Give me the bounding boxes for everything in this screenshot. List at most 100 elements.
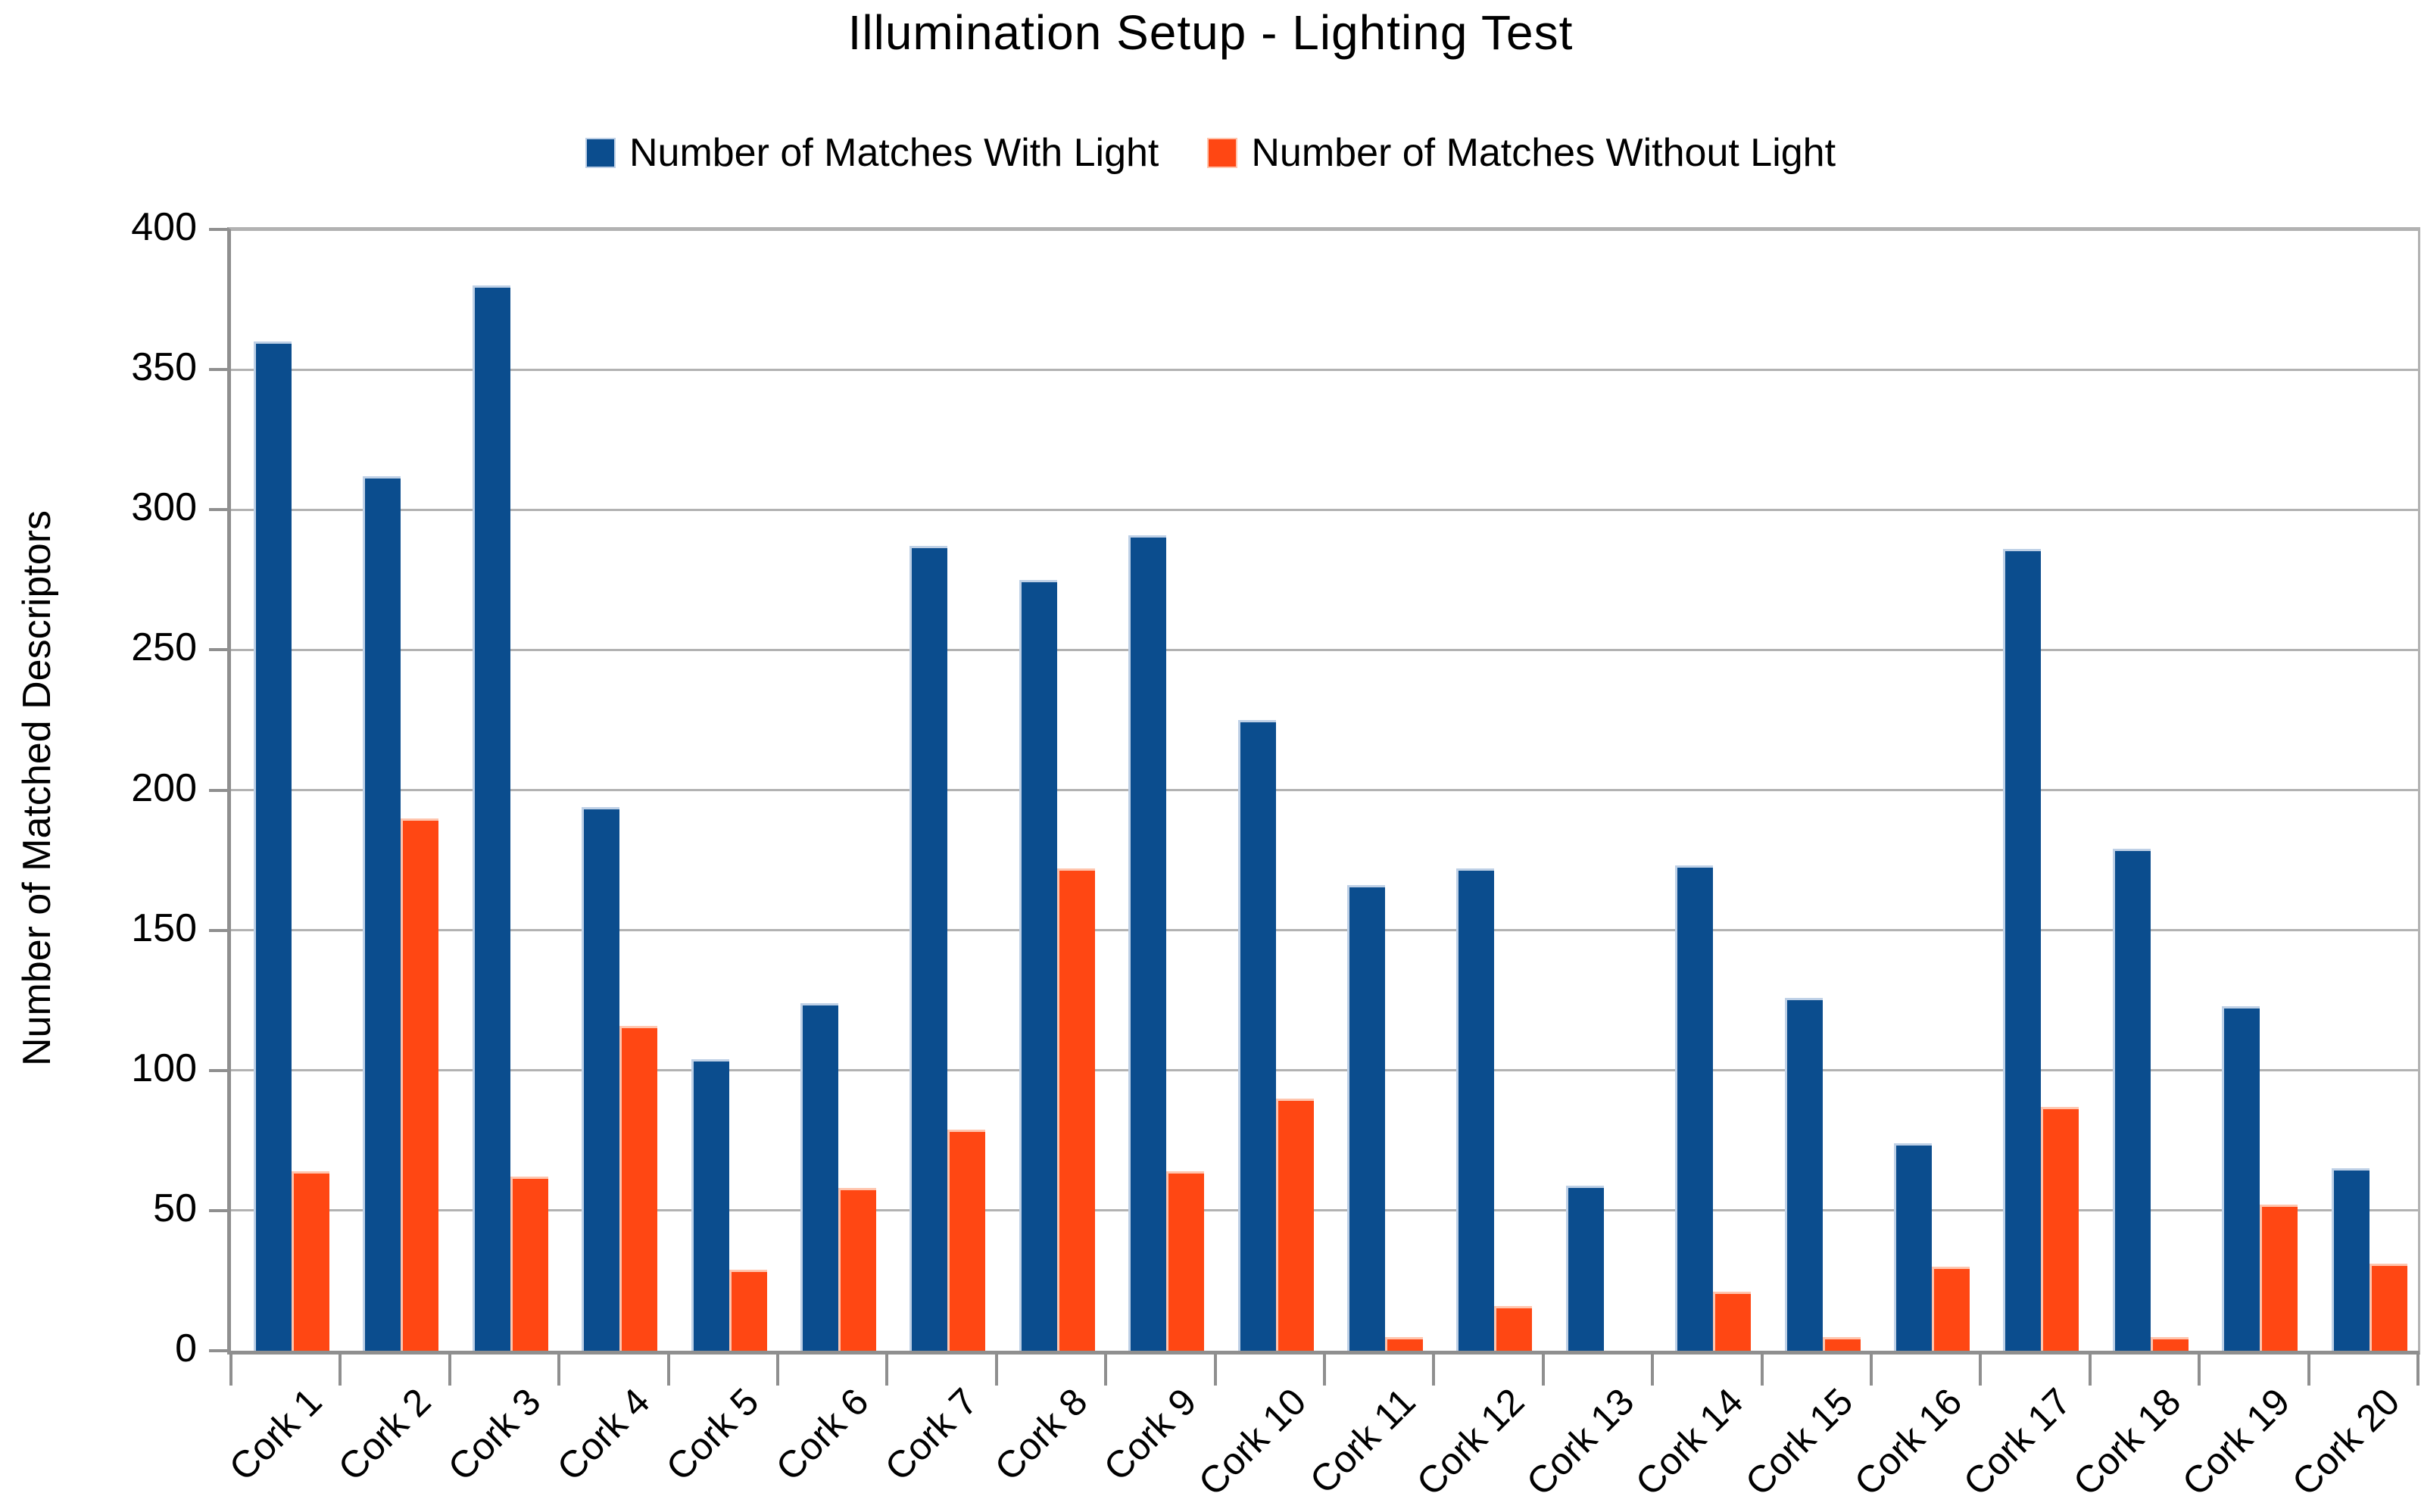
x-tick-15 <box>1870 1351 1873 1386</box>
gridline-50 <box>231 1209 2418 1212</box>
bar-with-light-cork-4 <box>582 806 620 1351</box>
y-tick-label-100: 100 <box>131 1046 197 1090</box>
bar-without-light-cork-7 <box>947 1129 986 1351</box>
x-label-cork-7: Cork 7 <box>876 1380 986 1489</box>
x-tick-3 <box>557 1351 561 1386</box>
gridline-250 <box>231 648 2418 651</box>
plot-area <box>209 227 2420 1386</box>
bar-with-light-cork-9 <box>1128 535 1167 1351</box>
x-tick-7 <box>994 1351 998 1386</box>
x-tick-19 <box>2307 1351 2310 1386</box>
bar-without-light-cork-10 <box>1275 1098 1314 1351</box>
bar-without-light-cork-3 <box>510 1177 548 1351</box>
gridline-400 <box>231 228 2418 231</box>
bar-with-light-cork-1 <box>254 341 292 1351</box>
bar-with-light-cork-14 <box>1675 865 1714 1351</box>
bar-without-light-cork-11 <box>1385 1336 1423 1351</box>
bar-without-light-cork-16 <box>1932 1266 1970 1351</box>
y-tick-label-300: 300 <box>131 485 197 530</box>
x-tick-2 <box>448 1351 451 1386</box>
bar-with-light-cork-10 <box>1237 719 1276 1351</box>
bar-with-light-cork-19 <box>2222 1005 2260 1351</box>
y-tick-250 <box>209 648 227 652</box>
x-label-cork-12: Cork 12 <box>1409 1380 1533 1504</box>
x-label-cork-9: Cork 9 <box>1095 1380 1205 1489</box>
x-tick-5 <box>776 1351 779 1386</box>
y-tick-label-250: 250 <box>131 625 197 670</box>
bar-with-light-cork-2 <box>363 475 401 1351</box>
bar-without-light-cork-4 <box>619 1025 658 1351</box>
x-label-cork-15: Cork 15 <box>1736 1380 1861 1504</box>
gridline-150 <box>231 929 2418 932</box>
bar-without-light-cork-15 <box>1822 1336 1861 1351</box>
bar-with-light-cork-15 <box>1784 997 1823 1351</box>
bar-with-light-cork-5 <box>691 1058 729 1351</box>
legend-label-without-light: Number of Matches Without Light <box>1251 131 1836 175</box>
bar-without-light-cork-19 <box>2260 1205 2298 1351</box>
y-tick-label-200: 200 <box>131 765 197 810</box>
bar-without-light-cork-8 <box>1056 868 1095 1351</box>
x-tick-16 <box>1979 1351 1983 1386</box>
bar-without-light-cork-5 <box>728 1269 767 1351</box>
bar-without-light-cork-12 <box>1494 1305 1533 1351</box>
bar-with-light-cork-20 <box>2331 1168 2370 1351</box>
y-tick-100 <box>209 1068 227 1072</box>
gridline-300 <box>231 508 2418 511</box>
x-label-cork-1: Cork 1 <box>220 1380 330 1489</box>
bar-without-light-cork-17 <box>2041 1106 2079 1351</box>
bar-with-light-cork-13 <box>1565 1185 1604 1351</box>
bar-with-light-cork-16 <box>1894 1143 1932 1351</box>
legend-item-without-light: Number of Matches Without Light <box>1207 130 1836 176</box>
bar-without-light-cork-14 <box>1713 1292 1752 1351</box>
y-tick-label-150: 150 <box>131 906 197 950</box>
x-label-cork-19: Cork 19 <box>2174 1380 2298 1504</box>
y-tick-150 <box>209 928 227 932</box>
x-tick-1 <box>339 1351 342 1386</box>
y-tick-0 <box>209 1349 227 1352</box>
gridline-200 <box>231 789 2418 791</box>
y-tick-50 <box>209 1208 227 1212</box>
x-label-cork-20: Cork 20 <box>2283 1380 2407 1504</box>
x-label-cork-10: Cork 10 <box>1190 1380 1314 1504</box>
x-label-cork-17: Cork 17 <box>1955 1380 2079 1504</box>
x-axis-labels: Cork 1 Cork 2 Cork 3 Cork 4 Cork 5 Cork 6 Cork… <box>0 1380 2421 1512</box>
x-tick-18 <box>2198 1351 2201 1386</box>
bar-with-light-cork-11 <box>1347 885 1385 1351</box>
x-label-cork-13: Cork 13 <box>1518 1380 1643 1504</box>
x-label-cork-6: Cork 6 <box>767 1380 877 1489</box>
x-label-cork-3: Cork 3 <box>439 1380 549 1489</box>
y-tick-label-50: 50 <box>153 1186 197 1230</box>
legend-swatch-without-light-icon <box>1207 138 1238 168</box>
y-tick-300 <box>209 508 227 512</box>
x-tick-4 <box>666 1351 670 1386</box>
x-tick-8 <box>1104 1351 1108 1386</box>
x-tick-12 <box>1541 1351 1545 1386</box>
x-label-cork-2: Cork 2 <box>329 1380 439 1489</box>
bar-with-light-cork-17 <box>2003 549 2042 1351</box>
x-tick-11 <box>1432 1351 1436 1386</box>
bar-without-light-cork-20 <box>2369 1264 2407 1351</box>
x-tick-14 <box>1760 1351 1764 1386</box>
bar-without-light-cork-18 <box>2150 1336 2189 1351</box>
bar-without-light-cork-1 <box>292 1171 329 1351</box>
x-tick-9 <box>1213 1351 1217 1386</box>
chart-title: Illumination Setup - Lighting Test <box>847 5 1574 60</box>
x-tick-20 <box>2416 1351 2419 1386</box>
bar-without-light-cork-2 <box>401 818 439 1351</box>
bar-with-light-cork-7 <box>909 546 948 1351</box>
x-label-cork-16: Cork 16 <box>1845 1380 1970 1504</box>
x-label-cork-4: Cork 4 <box>548 1380 658 1489</box>
y-tick-label-400: 400 <box>131 205 197 249</box>
legend-label-with-light: Number of Matches With Light <box>629 131 1159 175</box>
legend-item-with-light: Number of Matches With Light <box>585 130 1159 176</box>
y-axis-tick-labels: 0 50 100 150 200 250 300 350 400 <box>0 0 227 1512</box>
bar-with-light-cork-3 <box>472 285 510 1351</box>
bar-without-light-cork-9 <box>1166 1171 1205 1351</box>
x-label-cork-14: Cork 14 <box>1627 1380 1752 1504</box>
legend-swatch-with-light-icon <box>585 138 616 168</box>
x-label-cork-8: Cork 8 <box>986 1380 1096 1489</box>
y-tick-label-0: 0 <box>175 1327 197 1370</box>
x-tick-13 <box>1651 1351 1655 1386</box>
x-tick-0 <box>229 1351 232 1386</box>
